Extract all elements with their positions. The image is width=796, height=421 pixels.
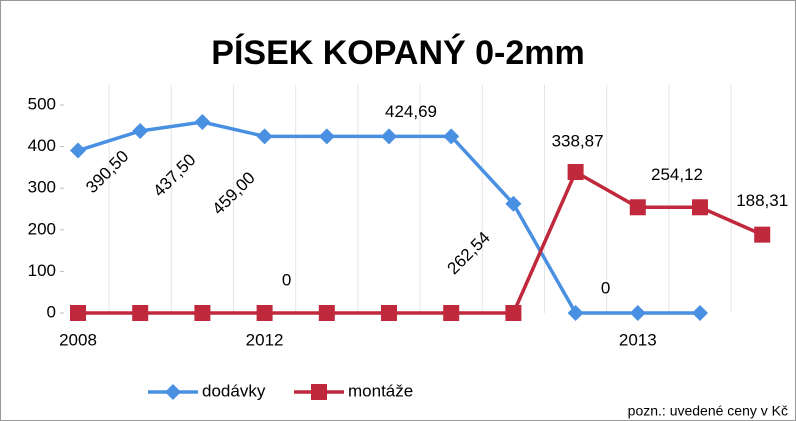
marker	[381, 305, 397, 321]
note: pozn.: uvedené ceny v Kč	[628, 403, 788, 419]
marker	[70, 305, 86, 321]
marker	[194, 305, 211, 321]
marker	[318, 305, 335, 321]
marker	[567, 305, 584, 321]
legend-marker	[165, 384, 181, 400]
marker	[256, 305, 273, 321]
marker	[194, 114, 211, 131]
marker	[318, 128, 335, 145]
y-tick-label: 400	[28, 136, 56, 155]
marker	[567, 164, 584, 181]
y-tick-label: 200	[28, 219, 56, 238]
marker	[629, 199, 646, 216]
data-label: 188,31	[736, 191, 788, 210]
marker	[132, 123, 149, 139]
marker	[505, 305, 522, 321]
marker	[443, 305, 460, 321]
data-label: 424,69	[385, 102, 437, 121]
marker	[505, 195, 522, 212]
marker	[443, 128, 460, 145]
x-tick-label: 2013	[619, 330, 657, 349]
series-line	[78, 169, 763, 315]
y-tick-label: 0	[47, 302, 56, 321]
marker	[754, 226, 771, 243]
marker	[629, 305, 646, 321]
marker	[692, 199, 708, 216]
marker	[692, 305, 708, 321]
legend-marker	[311, 384, 327, 400]
x-tick-label: 2008	[59, 330, 97, 349]
legend-label: dodávky	[202, 381, 266, 400]
y-tick-label: 100	[28, 261, 56, 280]
data-label: 0	[601, 278, 610, 297]
chart-title: PÍSEK KOPANÝ 0-2mm	[211, 34, 584, 72]
data-label: 254,12	[651, 165, 703, 184]
marker	[381, 128, 397, 145]
y-tick-label: 500	[28, 94, 56, 113]
data-label: 0	[282, 270, 291, 289]
y-tick-label: 300	[28, 178, 56, 197]
data-label: 338,87	[552, 132, 604, 151]
legend-label: montáže	[348, 381, 413, 400]
marker	[70, 142, 86, 159]
marker	[256, 128, 273, 145]
x-tick-label: 2012	[246, 330, 284, 349]
marker	[132, 305, 149, 321]
